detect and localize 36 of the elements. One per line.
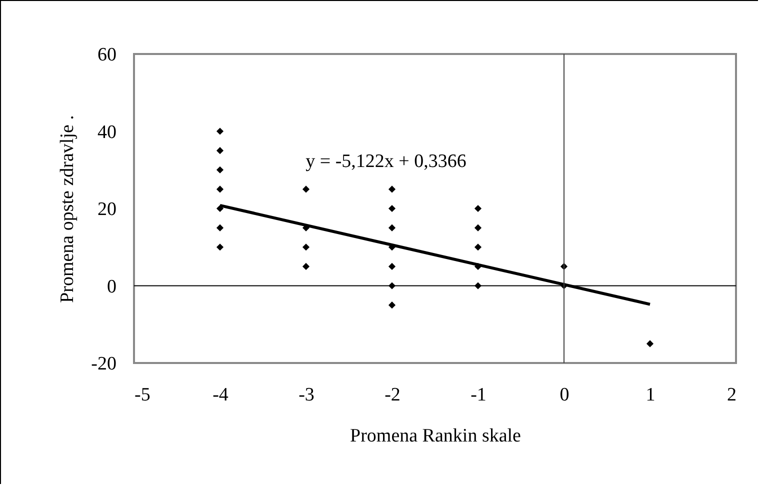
point [388, 204, 396, 212]
point [474, 224, 482, 232]
x-tick-label: -3 [298, 384, 314, 406]
point [216, 147, 224, 154]
point [216, 224, 224, 232]
point [302, 244, 310, 251]
point [216, 244, 224, 251]
y-tick-label: 40 [98, 122, 116, 143]
x-tick-label: -2 [384, 384, 400, 406]
point [474, 244, 482, 251]
point [216, 166, 224, 174]
x-tick-label: -1 [470, 384, 486, 406]
x-tick-label: -4 [212, 384, 229, 406]
point [388, 302, 396, 309]
y-axis-title: Promena opste zdravlje . [57, 115, 78, 303]
point [388, 224, 396, 232]
annotation: y = -5,122x + 0,3366 [306, 151, 466, 172]
y-tick-label: 0 [107, 276, 116, 298]
point [474, 204, 482, 212]
y-tick-label: 20 [98, 199, 116, 220]
x-axis-title: Promena Rankin skale [350, 426, 521, 446]
point [216, 128, 224, 135]
point [302, 186, 310, 193]
point [216, 204, 224, 212]
y-tick-label: 60 [98, 44, 116, 66]
x-tick-label: -5 [134, 384, 150, 406]
point [388, 186, 396, 193]
x-tick-label: 0 [560, 384, 570, 406]
point [216, 186, 224, 193]
point [474, 262, 482, 270]
point [302, 262, 310, 270]
y-tick-label: -20 [91, 354, 116, 374]
point [388, 262, 396, 270]
point [646, 340, 654, 348]
x-tick-label: 2 [727, 384, 736, 406]
x-tick-label: 1 [646, 384, 656, 406]
